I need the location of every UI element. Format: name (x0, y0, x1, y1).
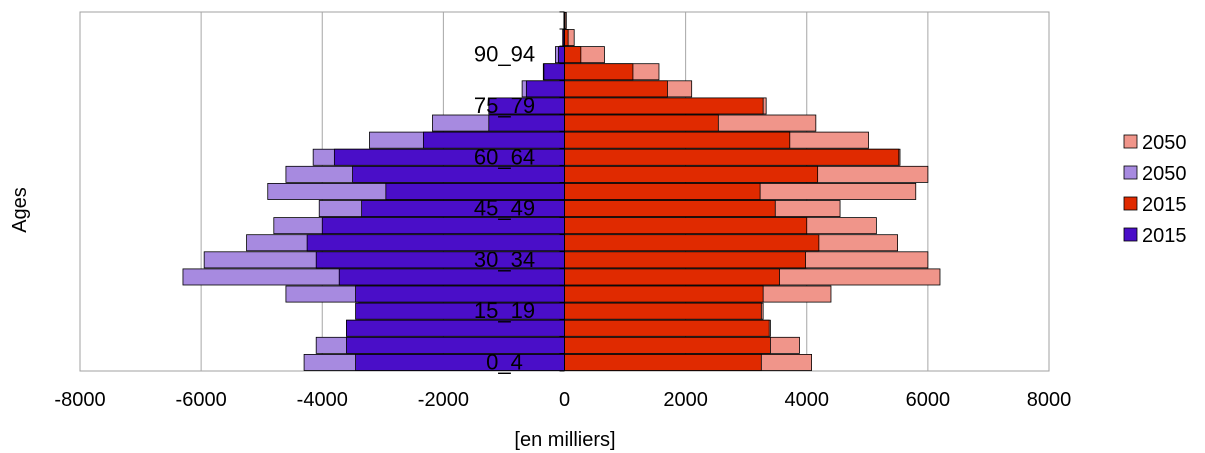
bar-2015-right-50_54 (564, 182, 761, 200)
bar-2015-right-10_14 (564, 319, 770, 337)
x-tick-label: 2000 (663, 389, 708, 411)
bar-2015-right-55_59 (564, 165, 819, 183)
bar-2015-right-20_24 (564, 285, 764, 303)
legend-label: 2050 (1142, 163, 1187, 185)
legend-label: 2015 (1142, 225, 1187, 247)
y-tick-label: 90_94 (474, 42, 535, 67)
x-tick-label: -8000 (54, 389, 105, 411)
x-tick-label: -6000 (176, 389, 227, 411)
x-tick-label: -2000 (418, 389, 469, 411)
bar-2015-right-85_89 (564, 63, 634, 81)
legend-label: 2050 (1142, 132, 1187, 154)
bar-2015-right-5_9 (564, 336, 771, 354)
y-tick-label: 30_34 (474, 247, 535, 272)
bar-2015-right-60_64 (564, 148, 900, 166)
bar-2015-right-0_4 (564, 353, 762, 371)
bar-2015-right-40_44 (564, 217, 808, 235)
bar-2015-right-70_74 (564, 114, 719, 132)
bar-2015-right-30_34 (564, 251, 806, 269)
center-axis (559, 11, 565, 372)
bars (182, 11, 941, 371)
bar-2015-right-80_84 (564, 80, 668, 98)
x-tick-label: -4000 (297, 389, 348, 411)
bar-2015-right-45_49 (564, 200, 776, 218)
bar-2015-right-35_39 (564, 234, 820, 252)
legend-swatch (1123, 196, 1138, 211)
bar-2015-right-25_29 (564, 268, 780, 286)
x-tick-label: 4000 (785, 389, 830, 411)
x-tick-label: 0 (559, 389, 570, 411)
bar-2015-left-90_94 (558, 46, 565, 64)
y-tick-label: 75_79 (474, 93, 535, 118)
legend-label: 2015 (1142, 194, 1187, 216)
bar-2015-left-5_9 (346, 336, 565, 354)
bar-2015-right-65_69 (564, 131, 791, 149)
y-tick-label: 0_4 (486, 349, 523, 374)
y-tick-label: 15_19 (474, 298, 535, 323)
bar-2015-right-75_79 (564, 97, 764, 115)
y-tick-label: 60_64 (474, 144, 535, 169)
legend-swatch (1123, 134, 1138, 149)
legend-swatch (1123, 227, 1138, 242)
x-axis-title: [en milliers] (514, 429, 615, 451)
y-tick-labels: 0_4 15_19 30_34 45_49 60_64 75_79 90_94 (474, 42, 535, 375)
bar-2015-right-90_94 (564, 46, 582, 64)
x-tick-label: 6000 (906, 389, 951, 411)
bar-2015-left-0_4 (355, 353, 565, 371)
legend-swatch (1123, 165, 1138, 180)
bar-2015-right-95_99 (564, 29, 569, 47)
bar-2015-right-15_19 (564, 302, 762, 320)
bar-2015-left-85_89 (543, 63, 565, 81)
y-axis-title: Ages (9, 187, 31, 233)
legend: 2050 2050 2015 2015 (1123, 132, 1187, 247)
x-tick-label: 8000 (1027, 389, 1072, 411)
y-tick-label: 45_49 (474, 196, 535, 221)
x-tick-labels: -8000 -6000 -4000 -2000 0 2000 4000 6000 8000 (54, 389, 1071, 411)
